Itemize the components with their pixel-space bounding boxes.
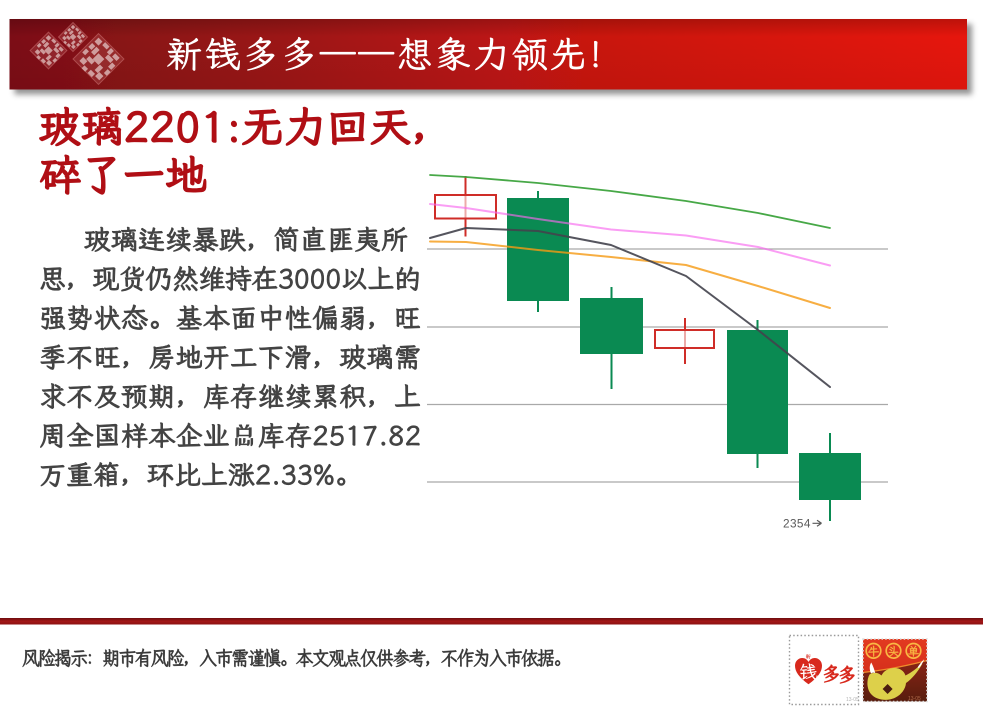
svg-text:13-05: 13-05 — [908, 696, 921, 702]
svg-text:2354: 2354 — [783, 517, 811, 531]
svg-text:13-05: 13-05 — [846, 697, 859, 703]
